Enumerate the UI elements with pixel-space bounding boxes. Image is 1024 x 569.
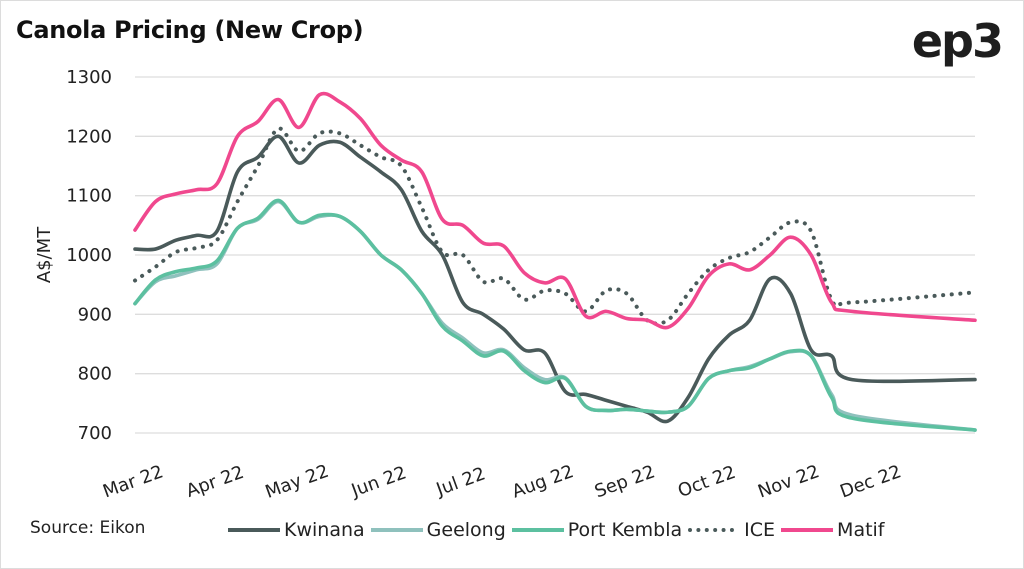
chart-title: Canola Pricing (New Crop): [16, 16, 364, 44]
y-tick-label: 1200: [66, 126, 112, 147]
y-tick-label: 700: [78, 423, 112, 444]
x-tick-label: Oct 22: [675, 462, 738, 502]
ep3-logo: ep3: [911, 14, 1004, 68]
legend-label: Geelong: [426, 519, 506, 541]
legend-label: Kwinana: [284, 519, 365, 541]
legend-label: ICE: [744, 519, 776, 541]
source-note: Source: Eikon: [30, 518, 146, 538]
y-axis-ticks: 700 800 900 1000 1100 1200 1300: [66, 67, 112, 444]
legend: Kwinana Geelong Port Kembla ICE Matif: [228, 519, 891, 541]
legend-swatch: [688, 528, 735, 532]
legend-swatch: [228, 528, 280, 532]
gridlines: [135, 76, 975, 434]
x-tick-label: Jul 22: [433, 463, 488, 500]
y-tick-label: 1300: [66, 67, 112, 88]
legend-item-kwinana: Kwinana: [228, 519, 365, 541]
legend-label: Port Kembla: [567, 519, 683, 541]
legend-item-geelong: Geelong: [370, 519, 506, 541]
y-axis-label: A$/MT: [34, 226, 55, 283]
y-tick-label: 1100: [66, 186, 112, 207]
x-tick-label: Mar 22: [100, 461, 166, 502]
x-tick-label: Dec 22: [837, 461, 904, 502]
x-tick-label: Sep 22: [592, 461, 658, 502]
x-tick-label: Apr 22: [183, 462, 246, 502]
series-line-kwinana: [133, 134, 977, 424]
series-line-port-kembla: [133, 198, 977, 432]
legend-label: Matif: [837, 519, 885, 541]
series-line-geelong: [133, 199, 977, 432]
x-tick-label: Nov 22: [755, 461, 822, 503]
series-line-ice: [133, 126, 977, 326]
series-line-matif: [133, 91, 977, 330]
legend-swatch: [511, 528, 564, 532]
x-axis-ticks: Mar 22 Apr 22 May 22 Jun 22 Jul 22 Aug 22 Sep …: [100, 461, 904, 503]
x-tick-label: Jun 22: [348, 462, 409, 501]
legend-swatch: [370, 528, 423, 532]
y-tick-label: 800: [78, 364, 112, 385]
y-tick-label: 900: [78, 304, 112, 325]
y-tick-label: 1000: [66, 245, 112, 266]
legend-item-ice: ICE: [688, 519, 775, 541]
x-tick-label: May 22: [262, 461, 331, 503]
x-tick-label: Aug 22: [509, 461, 576, 503]
series-lines: [133, 91, 977, 432]
legend-item-matif: Matif: [781, 519, 885, 541]
legend-item-port-kembla: Port Kembla: [511, 519, 683, 541]
legend-swatch: [781, 528, 834, 532]
